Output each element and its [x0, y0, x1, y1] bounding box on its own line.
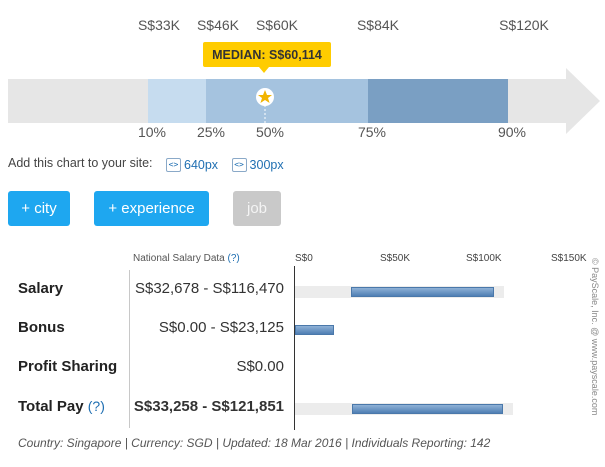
embed-chart-row: Add this chart to your site: <> 640px <>… [8, 156, 284, 172]
value-label-p50: S$60K [256, 17, 299, 33]
row-range-bonus: S$0.00 - S$23,125 [158, 319, 284, 336]
embed-code-icon: <> [166, 158, 181, 172]
axis-tick-50k: S$50K [380, 253, 411, 264]
percentile-label-75: 75% [358, 124, 386, 140]
row-label-salary: Salary [18, 280, 64, 297]
header-help-link[interactable]: (?) [227, 253, 240, 264]
embed-label: Add this chart to your site: [8, 156, 153, 170]
total-pay-label: Total Pay [18, 398, 84, 415]
axis-tick-100k: S$100K [466, 253, 502, 264]
median-bubble [203, 42, 331, 67]
row-label-profit-sharing: Profit Sharing [18, 358, 118, 375]
chart-axis-line [294, 266, 295, 430]
band-75-90 [368, 79, 508, 123]
band-10-25 [148, 79, 206, 123]
percentile-label-10: 10% [138, 124, 166, 140]
job-button[interactable]: job [233, 191, 281, 226]
star-icon [258, 90, 272, 103]
axis-tick-150k: S$150K [551, 253, 587, 264]
median-bubble-pointer [259, 67, 269, 73]
percentile-label-25: 25% [197, 124, 225, 140]
median-label: MEDIAN: S$60,114 [212, 48, 322, 62]
percentile-chart: S$33K S$46K S$60K S$84K S$120K MEDIAN: S… [8, 17, 600, 140]
value-label-p25: S$46K [197, 17, 240, 33]
axis-tick-0: S$0 [295, 253, 313, 264]
band-25-75 [206, 79, 368, 123]
embed-640-link[interactable]: <> 640px [166, 158, 218, 172]
percentile-label-50: 50% [256, 124, 284, 140]
range-bar [351, 404, 503, 414]
add-city-button[interactable]: + city [8, 191, 70, 226]
row-label-total-pay: Total Pay (?) [18, 398, 105, 415]
range-bar [295, 325, 335, 335]
copyright-notice: © PayScale, Inc. @ www.payscale.com [590, 258, 600, 416]
value-label-p90: S$120K [499, 17, 549, 33]
total-pay-help-link[interactable]: (?) [87, 398, 105, 414]
column-divider [129, 270, 130, 428]
value-label-p10: S$33K [138, 17, 181, 33]
embed-300-label: 300px [249, 158, 284, 172]
embed-640-label: 640px [184, 158, 219, 172]
header-label: National Salary Data [133, 253, 225, 264]
add-experience-button[interactable]: + experience [94, 191, 209, 226]
value-label-p75: S$84K [357, 17, 400, 33]
embed-300-link[interactable]: <> 300px [231, 158, 284, 172]
row-range-total-pay: S$33,258 - S$121,851 [133, 398, 284, 415]
row-range-salary: S$32,678 - S$116,470 [134, 280, 284, 297]
national-salary-data-header: National Salary Data (?) [133, 253, 240, 264]
percentile-label-90: 90% [498, 124, 526, 140]
footer-info: Country: Singapore | Currency: SGD | Upd… [18, 436, 491, 450]
row-range-profit-sharing: S$0.00 [236, 358, 284, 375]
row-label-bonus: Bonus [18, 319, 65, 336]
range-bar [350, 287, 494, 297]
embed-code-icon: <> [231, 158, 247, 172]
